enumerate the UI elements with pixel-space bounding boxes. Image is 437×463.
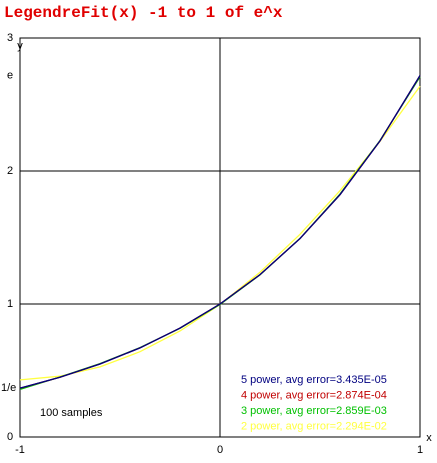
legend-entry: 3 power, avg error=2.859E-03 — [241, 405, 387, 417]
y-tick-label: 2 — [7, 165, 13, 177]
y-tick-label: e — [7, 69, 13, 81]
x-axis-label: x — [426, 432, 432, 444]
chart-title: LegendreFit(x) -1 to 1 of e^x — [4, 4, 283, 22]
y-tick-label: 1/e — [1, 382, 16, 394]
y-tick-label: 3 — [7, 32, 13, 44]
y-axis-label: y — [17, 40, 23, 52]
series-line — [19, 75, 421, 389]
y-tick-label: 0 — [7, 431, 13, 443]
annotation: 100 samples — [40, 407, 103, 419]
legend-entry: 2 power, avg error=2.294E-02 — [241, 420, 387, 432]
x-tick-label: 0 — [217, 444, 223, 456]
x-tick-label: 1 — [417, 444, 423, 456]
y-tick-label: 1 — [7, 298, 13, 310]
legend-entry: 5 power, avg error=3.435E-05 — [241, 374, 387, 386]
x-tick-label: -1 — [15, 444, 25, 456]
legend-entry: 4 power, avg error=2.874E-04 — [241, 389, 387, 401]
